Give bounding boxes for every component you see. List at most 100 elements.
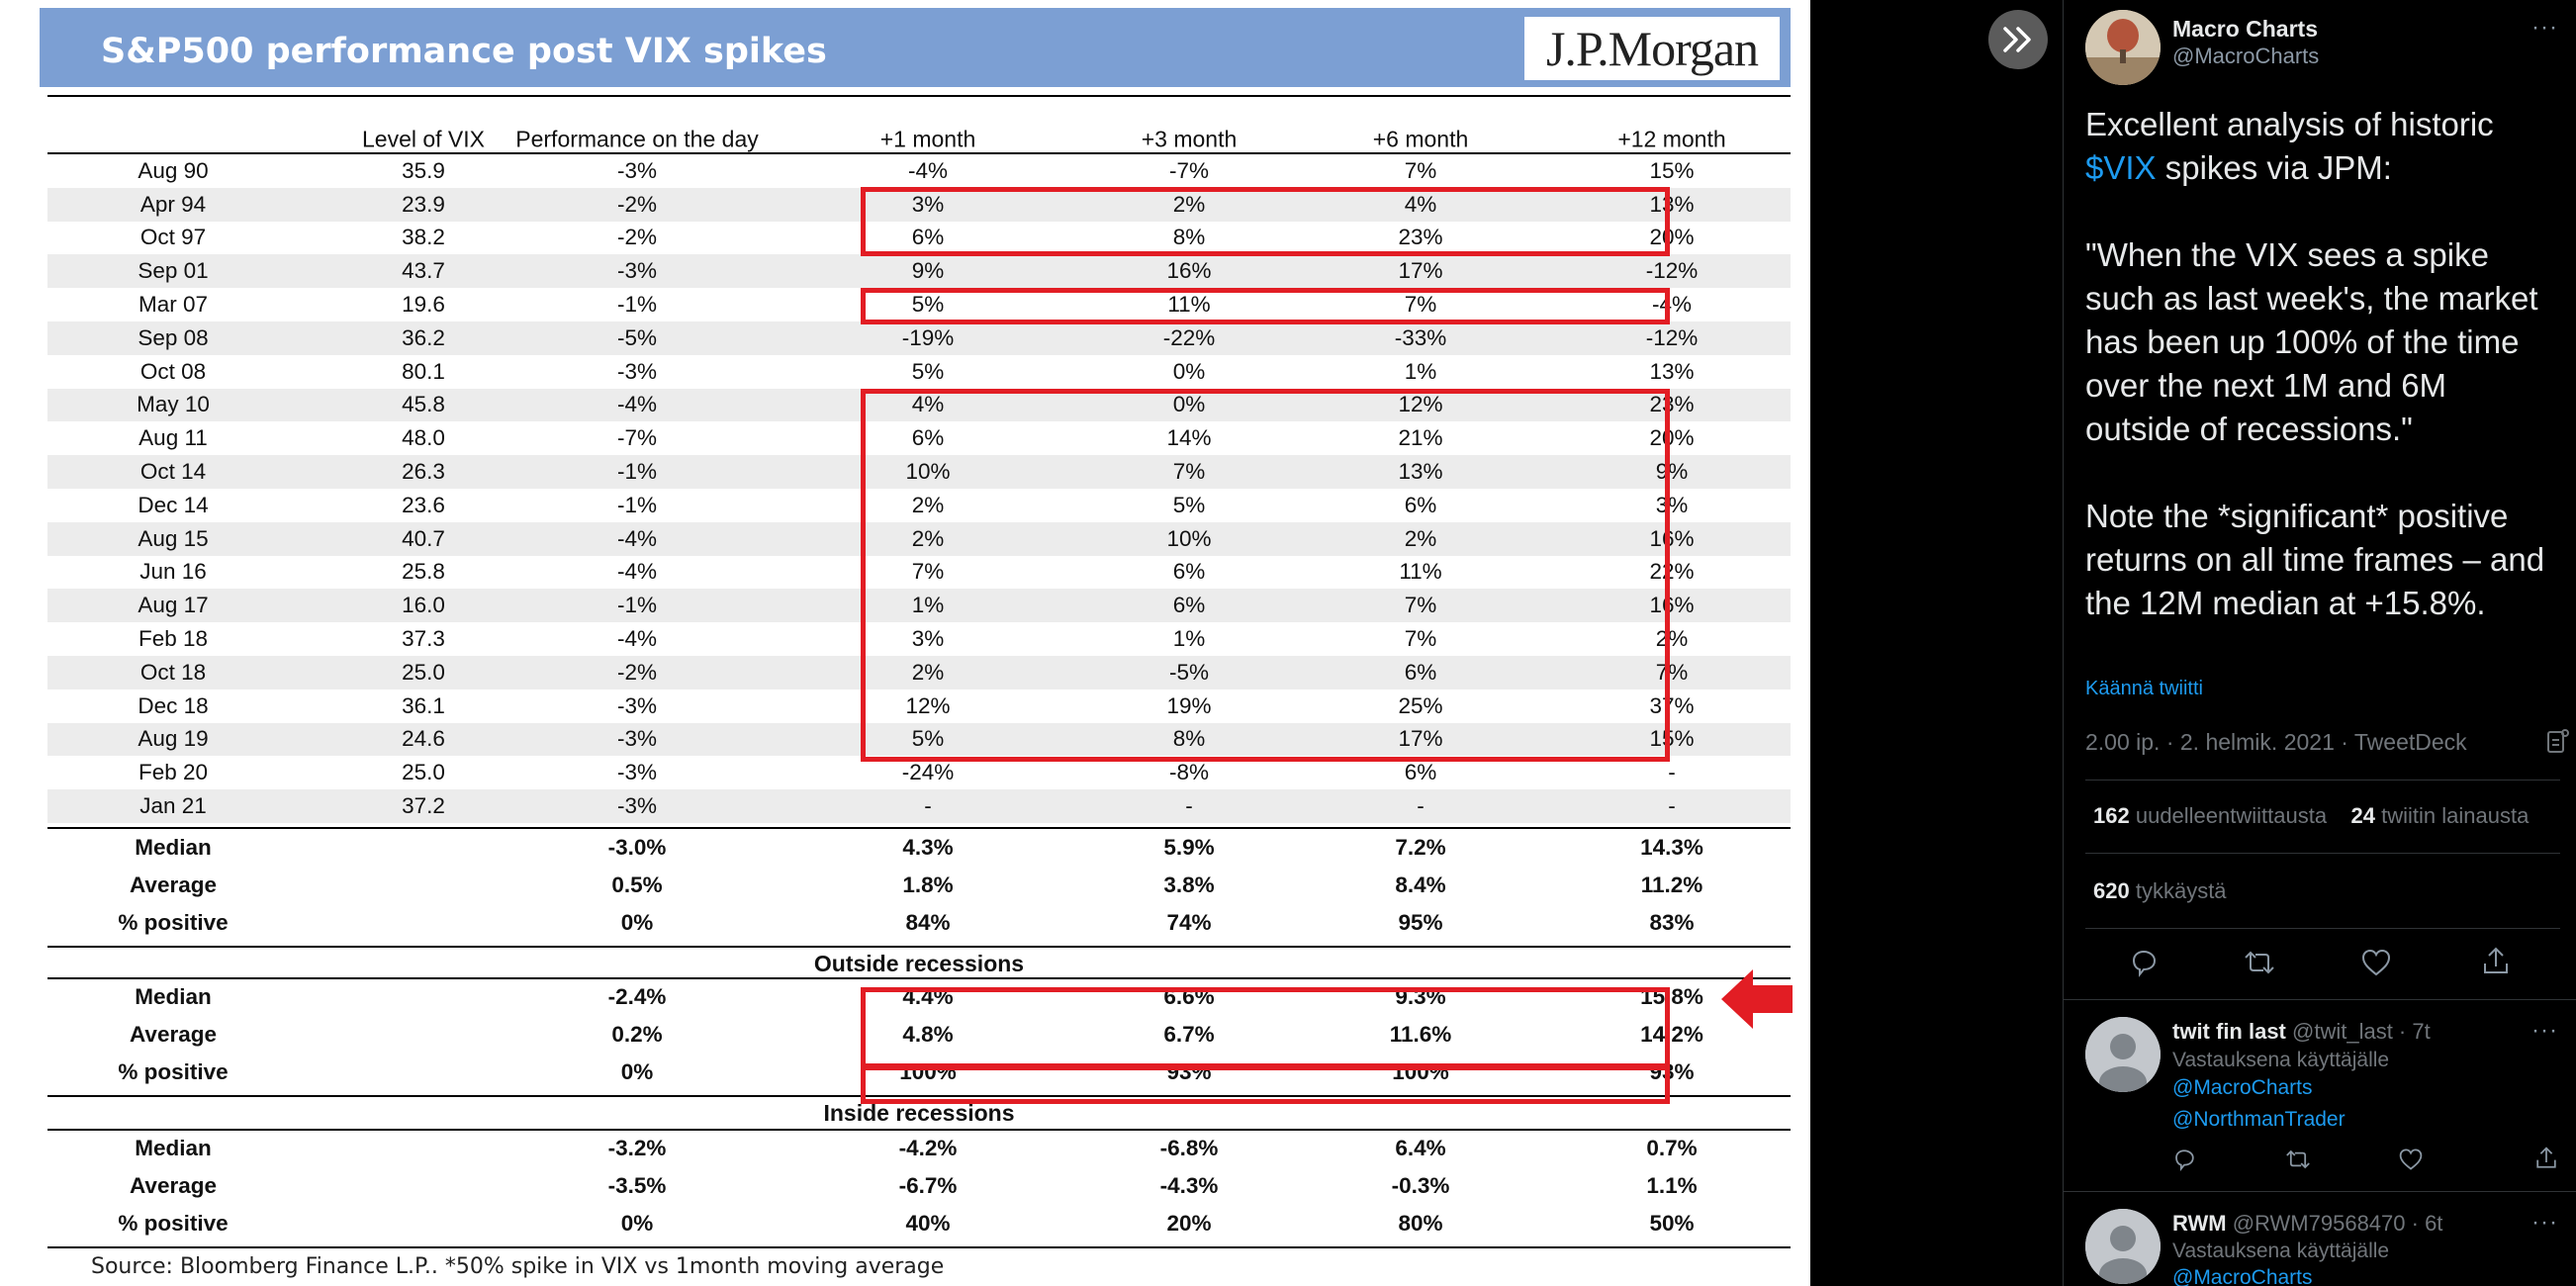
- reply-author[interactable]: twit fin last @twit_last · 7t: [2172, 1019, 2431, 1045]
- table-cell: 2%: [1404, 525, 1437, 551]
- table-cell: 12%: [905, 692, 951, 718]
- jpmorgan-logo-text: J.P.Morgan: [1545, 21, 1759, 76]
- table-cell: -1%: [616, 593, 658, 618]
- row-label: Median: [135, 1135, 212, 1160]
- column-header: +3 month: [1141, 126, 1238, 152]
- reply-icon[interactable]: [2129, 948, 2159, 977]
- table-cell: -6.8%: [1159, 1135, 1219, 1160]
- table-cell: -6.7%: [898, 1172, 958, 1198]
- retweet-icon[interactable]: [2242, 948, 2277, 977]
- reply-icon[interactable]: [2172, 1148, 2196, 1171]
- quote-label: twiitin lainausta: [2381, 803, 2530, 828]
- table-row: Sep 08 36.2 -5% -19% -22% -33% -12%: [47, 322, 1791, 355]
- table-row: Oct 08 80.1 -3% 5% 0% 1% 13%: [47, 355, 1791, 389]
- row-label: Sep 08: [138, 324, 209, 350]
- quote-count: 24: [2350, 803, 2376, 828]
- mention-link[interactable]: @MacroCharts: [2172, 1076, 2313, 1099]
- table-cell: 1%: [911, 593, 945, 618]
- summary-row: Average -3.5% -6.7% -4.3% -0.3% 1.1%: [47, 1169, 1791, 1203]
- reply-author-name: twit fin last: [2172, 1019, 2286, 1044]
- retweet-stats[interactable]: 162 uudelleentwiittausta 24 twiitin lain…: [2093, 803, 2529, 829]
- reply-more-icon[interactable]: ···: [2531, 1209, 2558, 1236]
- author-display-name[interactable]: Macro Charts: [2172, 16, 2318, 42]
- summary-row: % positive 0% 40% 20% 80% 50%: [47, 1207, 1791, 1240]
- table-cell: 13%: [1398, 459, 1443, 485]
- table-cell: 38.2: [402, 225, 445, 250]
- table-cell: 40.7: [402, 525, 445, 551]
- table-cell: 23%: [1398, 225, 1443, 250]
- table-cell: 0.5%: [611, 872, 663, 897]
- table-cell: 6%: [1404, 659, 1437, 685]
- cashtag-link[interactable]: $VIX: [2085, 149, 2157, 186]
- table-cell: 8.4%: [1395, 872, 1446, 897]
- table-cell: -: [1668, 793, 1676, 819]
- table-rule: [47, 95, 1791, 97]
- table-cell: 83%: [1649, 909, 1695, 935]
- reply-author[interactable]: RWM @RWM79568470 · 6t: [2172, 1211, 2442, 1237]
- table-cell: 6%: [1404, 760, 1437, 785]
- column-header: Level of VIX: [361, 126, 486, 152]
- reply-more-icon[interactable]: ···: [2531, 1017, 2558, 1044]
- table-cell: 25.0: [402, 760, 445, 785]
- table-cell: 6%: [911, 225, 945, 250]
- table-cell: 48.0: [402, 425, 445, 451]
- divider: [2085, 780, 2560, 781]
- author-handle[interactable]: @MacroCharts: [2172, 44, 2320, 68]
- expand-panel-button[interactable]: [1988, 10, 2048, 69]
- retweet-icon[interactable]: [2283, 1148, 2313, 1171]
- table-cell: 4%: [1404, 191, 1437, 217]
- mention-link[interactable]: @NorthmanTrader: [2172, 1108, 2346, 1131]
- mention-link[interactable]: @MacroCharts: [2172, 1266, 2313, 1286]
- share-icon[interactable]: [2534, 1146, 2558, 1171]
- like-stats[interactable]: 620 tykkäystä: [2093, 878, 2227, 904]
- table-cell: 3.8%: [1163, 872, 1215, 897]
- table-cell: 74%: [1166, 909, 1212, 935]
- table-cell: -33%: [1394, 324, 1447, 350]
- table-cell: 25.8: [402, 559, 445, 585]
- reply-context: Vastauksena käyttäjälle: [2172, 1240, 2390, 1262]
- row-label: Oct 97: [139, 225, 207, 250]
- jpm-table-image: S&P500 performance post VIX spikes J.P.M…: [0, 0, 1810, 1286]
- row-label: Aug 17: [138, 593, 209, 618]
- retweet-count: 162: [2093, 803, 2130, 828]
- table-cell: 21%: [1398, 425, 1443, 451]
- table-cell: 0%: [620, 1058, 654, 1084]
- default-user-icon: [2085, 1209, 2161, 1284]
- table-cell: 80.1: [402, 358, 445, 384]
- table-cell: -2%: [616, 659, 658, 685]
- table-cell: -3.2%: [607, 1135, 667, 1160]
- reply-avatar[interactable]: [2085, 1209, 2161, 1284]
- tweet-more-icon[interactable]: ···: [2531, 14, 2558, 41]
- table-row: Jan 21 37.2 -3% - - - -: [47, 789, 1791, 823]
- reply-author-name: RWM: [2172, 1211, 2227, 1236]
- table-cell: 11%: [1399, 559, 1442, 585]
- table-row: Aug 15 40.7 -4% 2% 10% 2% 16%: [47, 521, 1791, 556]
- table-cell: 20%: [1649, 225, 1695, 250]
- table-cell: 3%: [1655, 492, 1689, 517]
- row-label: Median: [135, 834, 212, 860]
- table-cell: 15%: [1649, 157, 1695, 183]
- author-avatar[interactable]: [2085, 10, 2161, 85]
- table-cell: 0%: [1172, 358, 1206, 384]
- translate-tweet-link[interactable]: Käännä twiitti: [2085, 678, 2203, 699]
- table-cell: 6.4%: [1395, 1135, 1446, 1160]
- table-cell: -5%: [616, 324, 658, 350]
- table-row: Aug 90 35.9 -3% -4% -7% 7% 15%: [47, 154, 1791, 188]
- row-label: May 10: [137, 392, 210, 417]
- row-label: Feb 20: [138, 760, 209, 785]
- table-cell: 14%: [1166, 425, 1212, 451]
- analytics-icon[interactable]: [2546, 728, 2570, 754]
- like-icon[interactable]: [2360, 948, 2392, 977]
- table-cell: -4%: [616, 525, 658, 551]
- table-cell: 43.7: [402, 258, 445, 284]
- like-icon[interactable]: [2398, 1148, 2424, 1171]
- reply-avatar[interactable]: [2085, 1017, 2161, 1092]
- table-rule: [47, 152, 1791, 154]
- table-cell: -1%: [616, 292, 658, 318]
- share-icon[interactable]: [2481, 946, 2511, 977]
- table-cell: 26.3: [402, 459, 445, 485]
- table-row: Dec 18 36.1 -3% 12% 19% 25% 37%: [47, 689, 1791, 723]
- table-cell: 6%: [1172, 559, 1206, 585]
- tweet-timestamp[interactable]: 2.00 ip. · 2. helmik. 2021 · TweetDeck: [2085, 729, 2467, 755]
- table-cell: -8%: [1168, 760, 1210, 785]
